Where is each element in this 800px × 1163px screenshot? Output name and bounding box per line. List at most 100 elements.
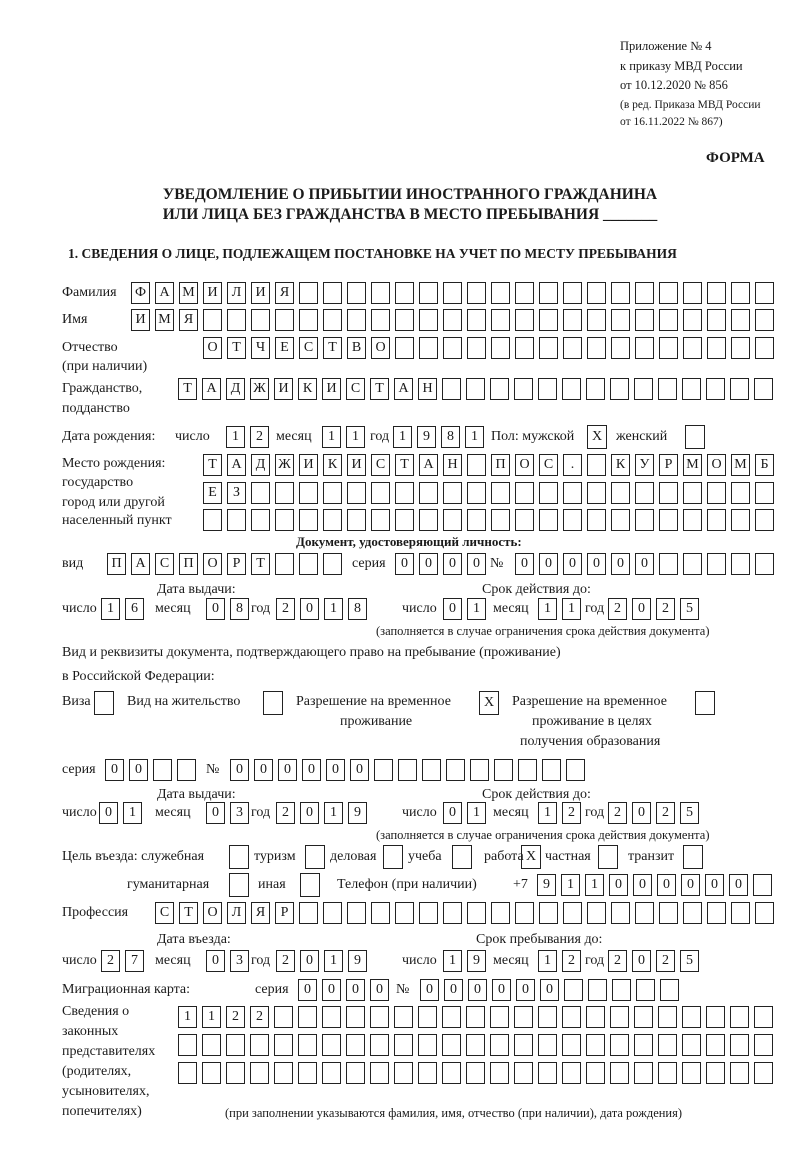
birthplace-rows-0-char-box[interactable]: И	[299, 454, 318, 476]
person-name-char-box[interactable]	[395, 309, 414, 331]
birthplace-rows-2-char-box[interactable]	[635, 509, 654, 531]
birthplace-rows-0-char-box[interactable]: У	[635, 454, 654, 476]
representatives-rows-1-char-box[interactable]	[466, 1034, 485, 1056]
person-citizenship-char-box[interactable]	[706, 378, 725, 400]
person-surname-char-box[interactable]: И	[203, 282, 222, 304]
birthplace-rows-0-char-box[interactable]: А	[227, 454, 246, 476]
profession-value-char-box[interactable]	[515, 902, 534, 924]
representatives-rows-1-char-box[interactable]	[658, 1034, 677, 1056]
birthplace-rows-1-char-box[interactable]	[491, 482, 510, 504]
representatives-rows-1-char-box[interactable]	[562, 1034, 581, 1056]
representatives-rows-2-char-box[interactable]	[586, 1062, 605, 1084]
person-surname-char-box[interactable]	[635, 282, 654, 304]
person-citizenship-char-box[interactable]: Н	[418, 378, 437, 400]
representatives-rows-2-char-box[interactable]	[706, 1062, 725, 1084]
representatives-rows-1-char-box[interactable]	[322, 1034, 341, 1056]
representatives-rows-2-char-box[interactable]	[346, 1062, 365, 1084]
person-name-char-box[interactable]: И	[131, 309, 150, 331]
representatives-rows-1-char-box[interactable]	[586, 1034, 605, 1056]
id-doc-number-char-box[interactable]: 0	[539, 553, 558, 575]
profession-value-char-box[interactable]	[563, 902, 582, 924]
stay-doc-issue-year-char-box[interactable]: 9	[348, 802, 367, 824]
representatives-rows-1-char-box[interactable]	[514, 1034, 533, 1056]
representatives-rows-2-char-box[interactable]	[250, 1062, 269, 1084]
profession-value-char-box[interactable]: Т	[179, 902, 198, 924]
person-citizenship-char-box[interactable]: Т	[370, 378, 389, 400]
profession-value-char-box[interactable]: Л	[227, 902, 246, 924]
id-doc-type-char-box[interactable]	[275, 553, 294, 575]
representatives-rows-1-char-box[interactable]	[298, 1034, 317, 1056]
person-citizenship-char-box[interactable]	[658, 378, 677, 400]
id-doc-issue-year-char-box[interactable]: 2	[276, 598, 295, 620]
person-name-char-box[interactable]	[299, 309, 318, 331]
stay-doc-number-char-box[interactable]	[542, 759, 561, 781]
id-doc-type-char-box[interactable]	[323, 553, 342, 575]
migration-card-number-char-box[interactable]: 0	[420, 979, 439, 1001]
person-surname-char-box[interactable]	[467, 282, 486, 304]
birthplace-rows-1-char-box[interactable]	[755, 482, 774, 504]
representatives-rows-2-char-box[interactable]	[394, 1062, 413, 1084]
person-name-char-box[interactable]	[419, 309, 438, 331]
birthplace-rows-1-char-box[interactable]: З	[227, 482, 246, 504]
birthplace-rows-1-char-box[interactable]	[443, 482, 462, 504]
person-name-char-box[interactable]	[275, 309, 294, 331]
person-citizenship-char-box[interactable]	[682, 378, 701, 400]
representatives-rows-0-char-box[interactable]	[562, 1006, 581, 1028]
person-name-char-box[interactable]	[563, 309, 582, 331]
birth-male-checkbox[interactable]: X	[587, 425, 607, 449]
migration-card-number-char-box[interactable]: 0	[540, 979, 559, 1001]
person-surname-char-box[interactable]	[299, 282, 318, 304]
id-doc-issue-month-char-box[interactable]: 0	[206, 598, 225, 620]
profession-value-char-box[interactable]	[467, 902, 486, 924]
person-patronymic-char-box[interactable]	[635, 337, 654, 359]
birthplace-rows-0-char-box[interactable]: Т	[203, 454, 222, 476]
id-doc-series-char-box[interactable]: 0	[419, 553, 438, 575]
birthplace-rows-0-char-box[interactable]: .	[563, 454, 582, 476]
representatives-rows-2-char-box[interactable]	[514, 1062, 533, 1084]
stay-doc-issue-year-char-box[interactable]: 2	[276, 802, 295, 824]
representatives-rows-1-char-box[interactable]	[442, 1034, 461, 1056]
birthplace-rows-1-char-box[interactable]	[347, 482, 366, 504]
representatives-rows-1-char-box[interactable]	[178, 1034, 197, 1056]
birthplace-rows-0-char-box[interactable]	[467, 454, 486, 476]
person-citizenship-char-box[interactable]: Д	[226, 378, 245, 400]
stay-doc-issue-year-char-box[interactable]: 0	[300, 802, 319, 824]
profession-value-char-box[interactable]	[683, 902, 702, 924]
birthplace-rows-1-char-box[interactable]: Е	[203, 482, 222, 504]
id-doc-number-char-box[interactable]	[659, 553, 678, 575]
representatives-rows-0-char-box[interactable]: 1	[178, 1006, 197, 1028]
representatives-rows-1-char-box[interactable]	[634, 1034, 653, 1056]
id-doc-number-char-box[interactable]: 0	[587, 553, 606, 575]
representatives-rows-2-char-box[interactable]	[202, 1062, 221, 1084]
representatives-rows-2-char-box[interactable]	[730, 1062, 749, 1084]
stay-doc-number-char-box[interactable]: 0	[278, 759, 297, 781]
person-citizenship-char-box[interactable]	[514, 378, 533, 400]
birthplace-rows-0-char-box[interactable]: С	[539, 454, 558, 476]
person-surname-char-box[interactable]: Ф	[131, 282, 150, 304]
person-citizenship-char-box[interactable]	[538, 378, 557, 400]
entry-entry-day-char-box[interactable]: 7	[125, 950, 144, 972]
person-name-char-box[interactable]	[443, 309, 462, 331]
profession-value-char-box[interactable]	[371, 902, 390, 924]
person-patronymic-char-box[interactable]	[731, 337, 750, 359]
birthplace-rows-0-char-box[interactable]: М	[683, 454, 702, 476]
id-doc-number-char-box[interactable]	[707, 553, 726, 575]
person-surname-char-box[interactable]	[395, 282, 414, 304]
person-patronymic-char-box[interactable]	[443, 337, 462, 359]
birthplace-rows-0-char-box[interactable]: О	[515, 454, 534, 476]
stay-doc-valid-year-char-box[interactable]: 5	[680, 802, 699, 824]
person-name-char-box[interactable]	[467, 309, 486, 331]
representatives-rows-0-char-box[interactable]	[274, 1006, 293, 1028]
birthplace-rows-0-char-box[interactable]: Н	[443, 454, 462, 476]
representatives-rows-2-char-box[interactable]	[178, 1062, 197, 1084]
profession-value-char-box[interactable]	[587, 902, 606, 924]
person-surname-char-box[interactable]	[707, 282, 726, 304]
representatives-rows-2-char-box[interactable]	[658, 1062, 677, 1084]
birth-year-char-box[interactable]: 1	[393, 426, 412, 448]
representatives-rows-1-char-box[interactable]	[418, 1034, 437, 1056]
id-doc-issue-year-char-box[interactable]: 8	[348, 598, 367, 620]
birthplace-rows-2-char-box[interactable]	[251, 509, 270, 531]
person-patronymic-char-box[interactable]	[611, 337, 630, 359]
entry-until-day-char-box[interactable]: 9	[467, 950, 486, 972]
birthplace-rows-2-char-box[interactable]	[275, 509, 294, 531]
